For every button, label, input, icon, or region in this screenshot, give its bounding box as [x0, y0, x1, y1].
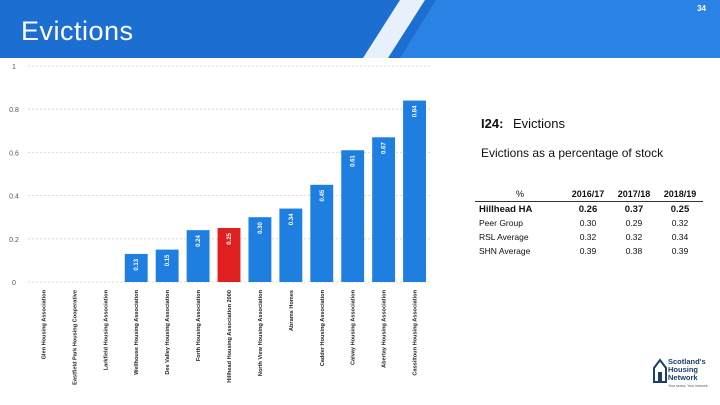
- header-slash-decoration: [363, 0, 720, 58]
- bar-value-label: 0.34: [289, 213, 295, 225]
- logo-tagline: Your sector. Your network: [668, 384, 708, 388]
- x-category-label: Larkfield Housing Association: [103, 289, 109, 370]
- table-row: Hillhead HA 0.26 0.37 0.25: [475, 202, 703, 217]
- row-label: RSL Average: [479, 232, 529, 242]
- row-value: 0.34: [671, 232, 689, 242]
- table-row: Peer Group 0.30 0.29 0.32: [475, 216, 703, 230]
- logo-line: Housing: [668, 365, 698, 374]
- row-value: 0.38: [625, 246, 643, 256]
- row-value: 0.39: [671, 246, 689, 256]
- bar-value-label: 0.13: [134, 258, 140, 270]
- bar-value-label: 0.84: [413, 105, 419, 117]
- x-category-label: Dee Valley Housing Association: [165, 289, 171, 374]
- y-tick-label: 0.4: [9, 194, 19, 201]
- bar-value-label: 0.67: [382, 142, 388, 154]
- row-label: SHN Average: [479, 246, 531, 256]
- table-header-label: %: [475, 187, 565, 202]
- x-category-label: Eastfield Park Housing Cooperative: [72, 290, 78, 385]
- row-label: Hillhead HA: [479, 203, 533, 215]
- x-category-label: North View Housing Association: [258, 289, 264, 376]
- table-header-row: % 2016/17 2017/18 2018/19: [475, 187, 703, 202]
- stats-table: % 2016/17 2017/18 2018/19 Hillhead HA 0.…: [475, 187, 703, 258]
- bar: [124, 253, 148, 282]
- bar: [155, 249, 179, 282]
- y-tick-label: 1: [12, 64, 16, 71]
- bar-value-label: 0.25: [227, 232, 233, 244]
- row-value: 0.30: [579, 218, 597, 228]
- x-category-label: Cadder Housing Association: [320, 289, 326, 366]
- panel-id: I24:: [481, 116, 504, 131]
- page-number: 34: [697, 4, 706, 13]
- table-row: RSL Average 0.32 0.32 0.34: [475, 230, 703, 244]
- bar: [217, 228, 241, 282]
- row-value: 0.32: [625, 232, 643, 242]
- y-tick-label: 0.2: [9, 237, 19, 244]
- panel-subtitle: Evictions as a percentage of stock: [481, 146, 664, 160]
- row-value: 0.37: [624, 203, 644, 215]
- bar: [403, 100, 426, 282]
- bar-value-label: 0.30: [258, 222, 264, 234]
- x-category-label: Forth Housing Association: [196, 289, 202, 361]
- bar: [186, 230, 210, 282]
- table-header-year: 2016/17: [565, 187, 611, 202]
- logo-line: Network: [668, 373, 698, 382]
- x-category-label: Glen Housing Association: [41, 289, 47, 359]
- row-value: 0.26: [578, 203, 598, 215]
- bar-value-label: 0.15: [165, 254, 171, 266]
- bar: [248, 217, 272, 282]
- x-category-label: Cassiltoun Housing Association: [413, 289, 419, 375]
- bar: [341, 150, 365, 282]
- x-category-label: Hillhead Housing Association 2000: [227, 290, 233, 383]
- logo-text: Scotland's Housing Network: [668, 358, 706, 382]
- y-tick-label: 0.6: [9, 150, 19, 157]
- logo-house-icon: [653, 358, 667, 383]
- bar: [279, 208, 303, 282]
- row-value: 0.39: [579, 246, 597, 256]
- x-category-label: Abrams Homes: [289, 290, 295, 331]
- row-value: 0.25: [670, 203, 690, 215]
- page-title: Evictions: [21, 16, 134, 46]
- y-tick-label: 0: [12, 280, 16, 287]
- bar-value-label: 0.61: [351, 155, 357, 167]
- bar: [310, 184, 334, 282]
- row-value: 0.29: [625, 218, 643, 228]
- table-header-year: 2018/19: [657, 187, 703, 202]
- shn-logo: Scotland's Housing Network Your sector. …: [652, 350, 714, 398]
- row-value: 0.32: [579, 232, 597, 242]
- bar: [372, 137, 396, 282]
- table-header-year: 2017/18: [611, 187, 657, 202]
- x-category-label: Calvay Housing Association: [351, 289, 357, 365]
- panel-label: Evictions: [513, 116, 566, 131]
- header-bar: [0, 0, 720, 58]
- x-category-label: Abertay Housing Association: [382, 289, 388, 367]
- bar-value-label: 0.45: [320, 189, 326, 201]
- y-tick-label: 0.8: [9, 107, 19, 114]
- x-category-label: Wellhouse Housing Association: [134, 289, 140, 374]
- table-row: SHN Average 0.39 0.38 0.39: [475, 244, 703, 258]
- row-value: 0.32: [671, 218, 689, 228]
- bar-chart: 0 0.2 0.4 0.6 0.8 1 Glen Housing Association Ea…: [9, 64, 430, 385]
- bar-value-label: 0.24: [196, 235, 202, 247]
- logo-line: Scotland's: [668, 357, 706, 366]
- row-label: Peer Group: [479, 218, 523, 228]
